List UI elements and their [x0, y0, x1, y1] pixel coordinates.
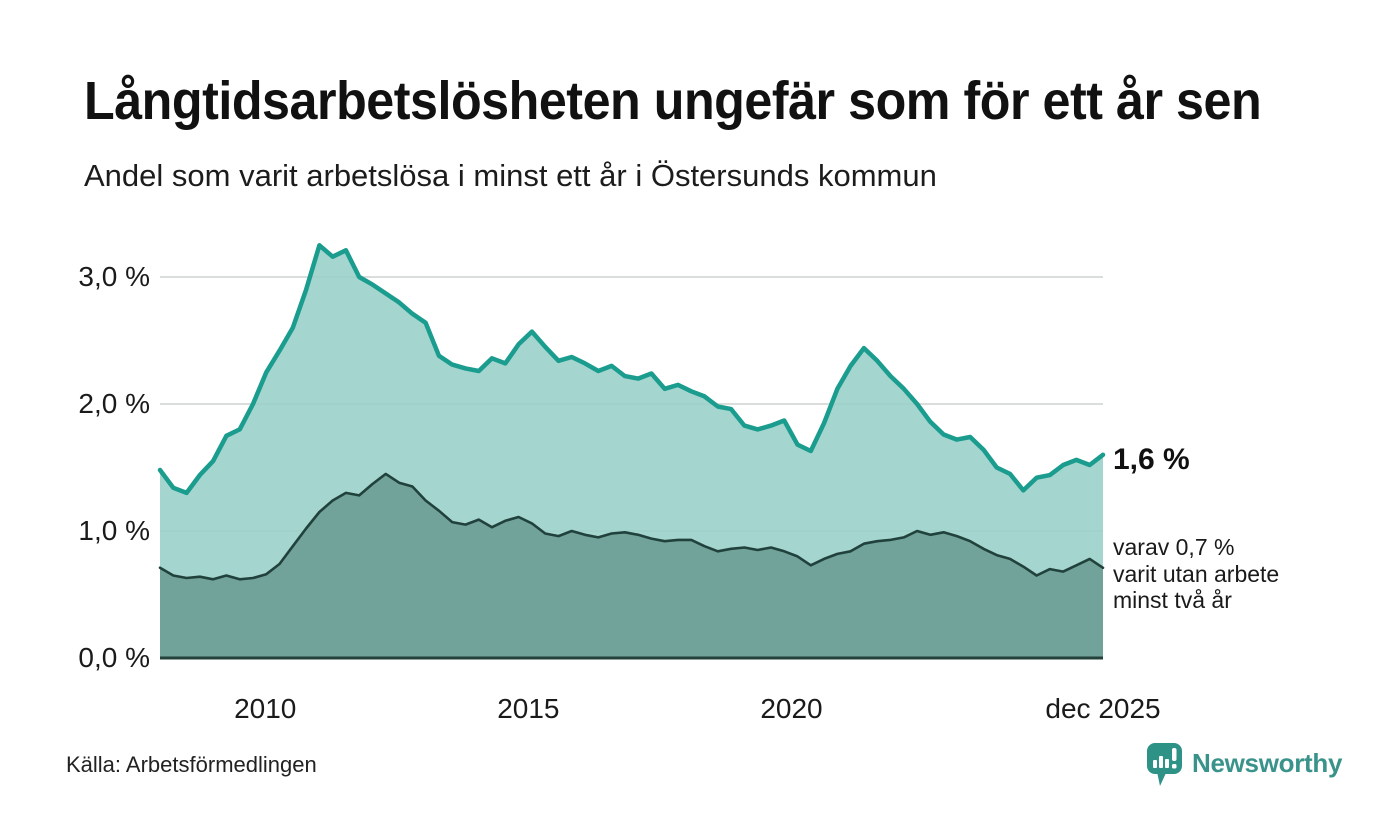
- subseries-annotation-line: minst två år: [1113, 587, 1232, 613]
- newsworthy-logo-icon: [1147, 743, 1182, 786]
- page-subtitle: Andel som varit arbetslösa i minst ett å…: [84, 158, 937, 193]
- source-credit: Källa: Arbetsförmedlingen: [66, 752, 317, 777]
- line-arbetslösa-minst-ett-år: [157, 243, 1106, 496]
- newsworthy-wordmark: Newsworthy: [1192, 748, 1343, 778]
- subseries-annotation-line: varit utan arbete: [1113, 560, 1280, 587]
- page-title: Långtidsarbetslösheten ungefär som för e…: [84, 71, 1262, 131]
- subseries-annotation: varav 0,7 % varit utan arbete minst två …: [1113, 534, 1279, 614]
- line-arbetslösa-minst-två-år: [158, 472, 1105, 581]
- area-arbetslösa-minst-två-år: [160, 473, 1103, 658]
- subseries-annotation-line: varav 0,7 %: [1113, 534, 1235, 560]
- newsworthy-logo: Newsworthy: [1146, 742, 1342, 788]
- latest-value-label: 1,6 %: [1113, 443, 1190, 476]
